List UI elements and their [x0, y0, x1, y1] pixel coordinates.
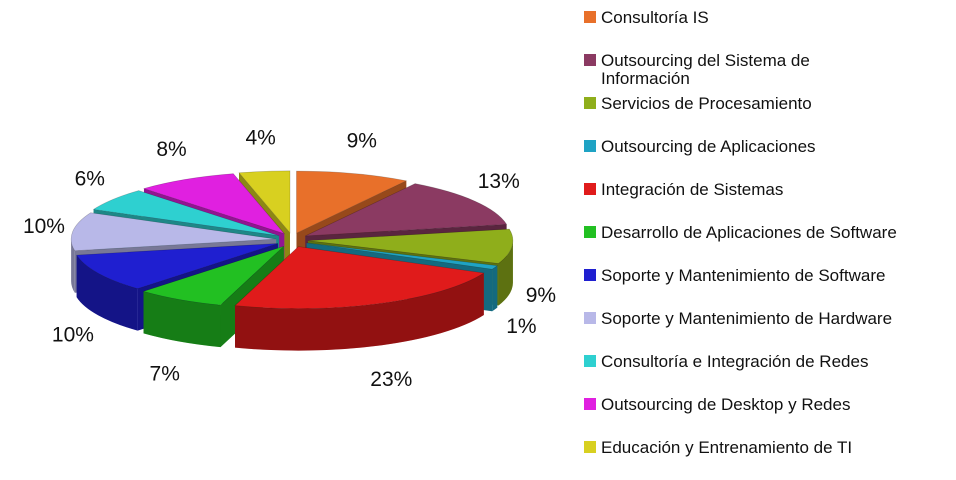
slice-top: [238, 170, 291, 234]
legend-label: Outsourcing del Sistema de Información: [601, 51, 810, 88]
legend-item: Desarrollo de Aplicaciones de Software: [584, 222, 954, 265]
legend-label: Outsourcing de Desktop y Redes: [601, 395, 851, 414]
legend-swatch: [584, 140, 596, 152]
slice-top: [70, 212, 277, 252]
data-label: 13%: [478, 170, 520, 193]
legend-item: Outsourcing de Aplicaciones: [584, 136, 954, 179]
legend-swatch: [584, 269, 596, 281]
legend-item: Servicios de Procesamiento: [584, 93, 954, 136]
legend-label: Consultoría IS: [601, 8, 709, 27]
legend-item: Outsourcing del Sistema de Información: [584, 50, 954, 93]
data-label: 8%: [156, 138, 186, 161]
slice-wall-shade: [143, 291, 221, 348]
slice-wall-shade: [76, 255, 138, 331]
slice-wall: [498, 240, 513, 306]
slice: [234, 246, 485, 351]
slice-top: [92, 190, 280, 237]
legend-label: Soporte y Mantenimiento de Software: [601, 266, 886, 285]
slice-wall: [143, 291, 221, 348]
legend-label: Outsourcing de Aplicaciones: [601, 137, 816, 156]
legend-label: Integración de Sistemas: [601, 180, 784, 199]
legend-label: Servicios de Procesamiento: [601, 94, 812, 113]
pie-chart: 9% 13% 9% 1% 23% 7% 10% 10% 6% 8% 4%: [23, 126, 556, 391]
slice-wall: [492, 265, 498, 312]
data-label: 1%: [506, 315, 536, 338]
legend-swatch: [584, 312, 596, 324]
slice-top: [307, 228, 514, 264]
legend-label: Desarrollo de Aplicaciones de Software: [601, 223, 897, 242]
data-label: 10%: [23, 215, 65, 238]
legend-swatch: [584, 441, 596, 453]
data-label: 9%: [526, 284, 556, 307]
slice-top: [76, 243, 279, 289]
legend-swatch: [584, 11, 596, 23]
slice-top: [296, 170, 408, 234]
legend-item: Soporte y Mantenimiento de Software: [584, 265, 954, 308]
legend-swatch: [584, 183, 596, 195]
data-label: 9%: [347, 130, 377, 153]
slice-wall-shade: [492, 265, 498, 312]
slice-top: [306, 242, 499, 270]
legend-label: Consultoría e Integración de Redes: [601, 352, 869, 371]
legend-item: Soporte y Mantenimiento de Hardware: [584, 308, 954, 351]
data-label: 4%: [245, 126, 275, 149]
slice-top: [305, 183, 508, 237]
slice-wall: [76, 255, 138, 331]
legend-label: Educación y Entrenamiento de TI: [601, 438, 853, 457]
legend-swatch: [584, 226, 596, 238]
legend-item: Educación y Entrenamiento de TI: [584, 437, 954, 480]
data-label: 7%: [150, 362, 180, 385]
legend-item: Outsourcing de Desktop y Redes: [584, 394, 954, 437]
slice-wall-shade: [235, 273, 484, 351]
data-label: 23%: [370, 368, 412, 391]
legend-swatch: [584, 54, 596, 66]
legend-item: Consultoría IS: [584, 7, 954, 50]
legend-item: Consultoría e Integración de Redes: [584, 351, 954, 394]
legend-swatch: [584, 97, 596, 109]
slice-wall-shade: [71, 239, 75, 293]
slice-top: [142, 173, 286, 235]
slice-wall-shade: [498, 240, 513, 306]
data-label: 10%: [52, 324, 94, 347]
slice-wall: [235, 273, 484, 351]
page: {"chart_data": {"type": "pie3d", "catego…: [22, 8, 897, 457]
legend-item: Integración de Sistemas: [584, 179, 954, 222]
data-label: 6%: [75, 168, 105, 191]
legend-swatch: [584, 355, 596, 367]
legend-swatch: [584, 398, 596, 410]
slice-wall: [71, 239, 75, 293]
slice-top: [142, 245, 285, 306]
legend: Consultoría IS Outsourcing del Sistema de…: [584, 7, 954, 480]
slice-top: [234, 246, 485, 309]
legend-label: Soporte y Mantenimiento de Hardware: [601, 309, 893, 328]
